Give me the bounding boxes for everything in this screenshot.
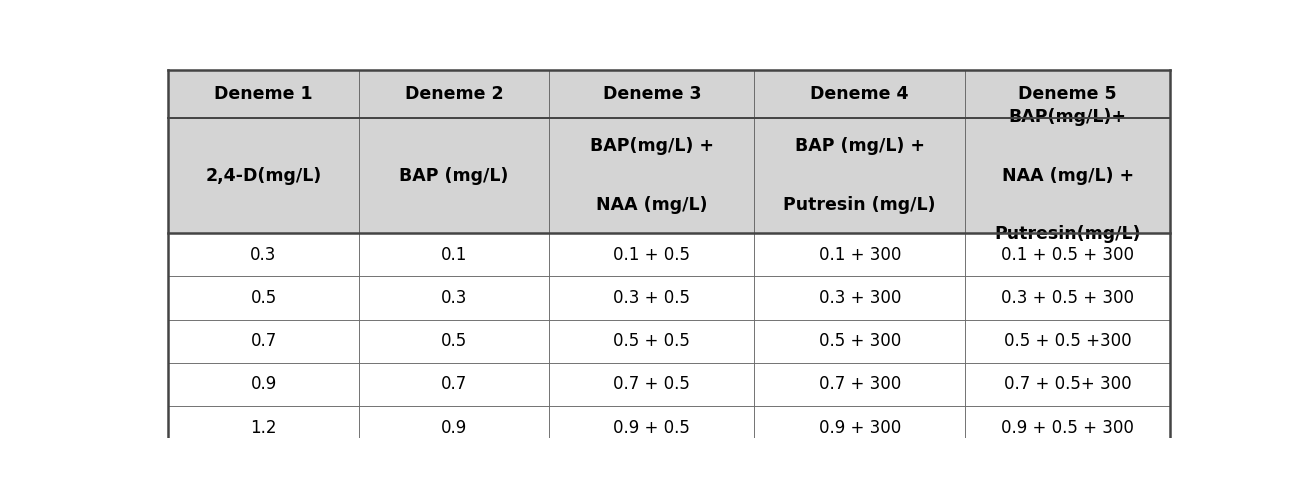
Bar: [549, 277, 755, 320]
Text: 0.7: 0.7: [440, 375, 468, 394]
Text: BAP (mg/L): BAP (mg/L): [400, 166, 508, 184]
Text: 0.9: 0.9: [251, 375, 277, 394]
Text: 0.9 + 300: 0.9 + 300: [819, 419, 901, 437]
Bar: [549, 118, 755, 233]
Text: 0.3: 0.3: [440, 289, 468, 307]
Text: 0.5 + 0.5 +300: 0.5 + 0.5 +300: [1004, 332, 1131, 350]
Bar: [359, 320, 549, 363]
Text: BAP(mg/L)+

NAA (mg/L) +

Putresin(mg/L): BAP(mg/L)+ NAA (mg/L) + Putresin(mg/L): [994, 108, 1141, 243]
Text: Deneme 5: Deneme 5: [1019, 85, 1117, 103]
Text: 0.7 + 300: 0.7 + 300: [819, 375, 901, 394]
Text: 0.1 + 0.5 + 300: 0.1 + 0.5 + 300: [1002, 246, 1134, 264]
Bar: [755, 320, 965, 363]
Bar: [359, 406, 549, 449]
Text: Deneme 4: Deneme 4: [811, 85, 909, 103]
Bar: [965, 406, 1170, 449]
Text: 1.2: 1.2: [251, 419, 277, 437]
Bar: [965, 233, 1170, 277]
Bar: [965, 118, 1170, 233]
Bar: [359, 70, 549, 118]
Text: 0.1 + 0.5: 0.1 + 0.5: [614, 246, 691, 264]
Bar: [549, 363, 755, 406]
Bar: [168, 277, 359, 320]
Text: Deneme 3: Deneme 3: [602, 85, 701, 103]
Text: 0.7: 0.7: [251, 332, 277, 350]
Bar: [359, 233, 549, 277]
Text: 0.9 + 0.5 + 300: 0.9 + 0.5 + 300: [1002, 419, 1134, 437]
Text: 2,4-D(mg/L): 2,4-D(mg/L): [205, 166, 321, 184]
Text: 0.1: 0.1: [440, 246, 468, 264]
Bar: [755, 406, 965, 449]
Bar: [755, 233, 965, 277]
Text: BAP (mg/L) +

Putresin (mg/L): BAP (mg/L) + Putresin (mg/L): [784, 137, 936, 214]
Text: 0.9: 0.9: [440, 419, 468, 437]
Bar: [965, 70, 1170, 118]
Text: 0.7 + 0.5: 0.7 + 0.5: [614, 375, 691, 394]
Text: 0.5 + 0.5: 0.5 + 0.5: [614, 332, 691, 350]
Text: 0.7 + 0.5+ 300: 0.7 + 0.5+ 300: [1004, 375, 1131, 394]
Bar: [549, 233, 755, 277]
Bar: [168, 233, 359, 277]
Bar: [965, 277, 1170, 320]
Bar: [755, 363, 965, 406]
Text: 0.3 + 300: 0.3 + 300: [819, 289, 901, 307]
Text: 0.9 + 0.5: 0.9 + 0.5: [614, 419, 691, 437]
Bar: [965, 320, 1170, 363]
Bar: [359, 118, 549, 233]
Text: 0.1 + 300: 0.1 + 300: [819, 246, 901, 264]
Bar: [359, 277, 549, 320]
Bar: [168, 70, 359, 118]
Bar: [549, 320, 755, 363]
Text: 0.5: 0.5: [440, 332, 468, 350]
Bar: [965, 363, 1170, 406]
Bar: [549, 70, 755, 118]
Bar: [359, 363, 549, 406]
Bar: [168, 363, 359, 406]
Text: 0.3 + 0.5 + 300: 0.3 + 0.5 + 300: [1002, 289, 1134, 307]
Text: 0.3: 0.3: [251, 246, 277, 264]
Text: 0.5 + 300: 0.5 + 300: [819, 332, 901, 350]
Bar: [755, 277, 965, 320]
Text: BAP(mg/L) +

NAA (mg/L): BAP(mg/L) + NAA (mg/L): [590, 137, 714, 214]
Bar: [168, 406, 359, 449]
Bar: [168, 320, 359, 363]
Bar: [755, 118, 965, 233]
Bar: [549, 406, 755, 449]
Text: Deneme 1: Deneme 1: [214, 85, 313, 103]
Text: 0.5: 0.5: [251, 289, 277, 307]
Text: 0.3 + 0.5: 0.3 + 0.5: [614, 289, 691, 307]
Bar: [755, 70, 965, 118]
Text: Deneme 2: Deneme 2: [405, 85, 503, 103]
Bar: [168, 118, 359, 233]
